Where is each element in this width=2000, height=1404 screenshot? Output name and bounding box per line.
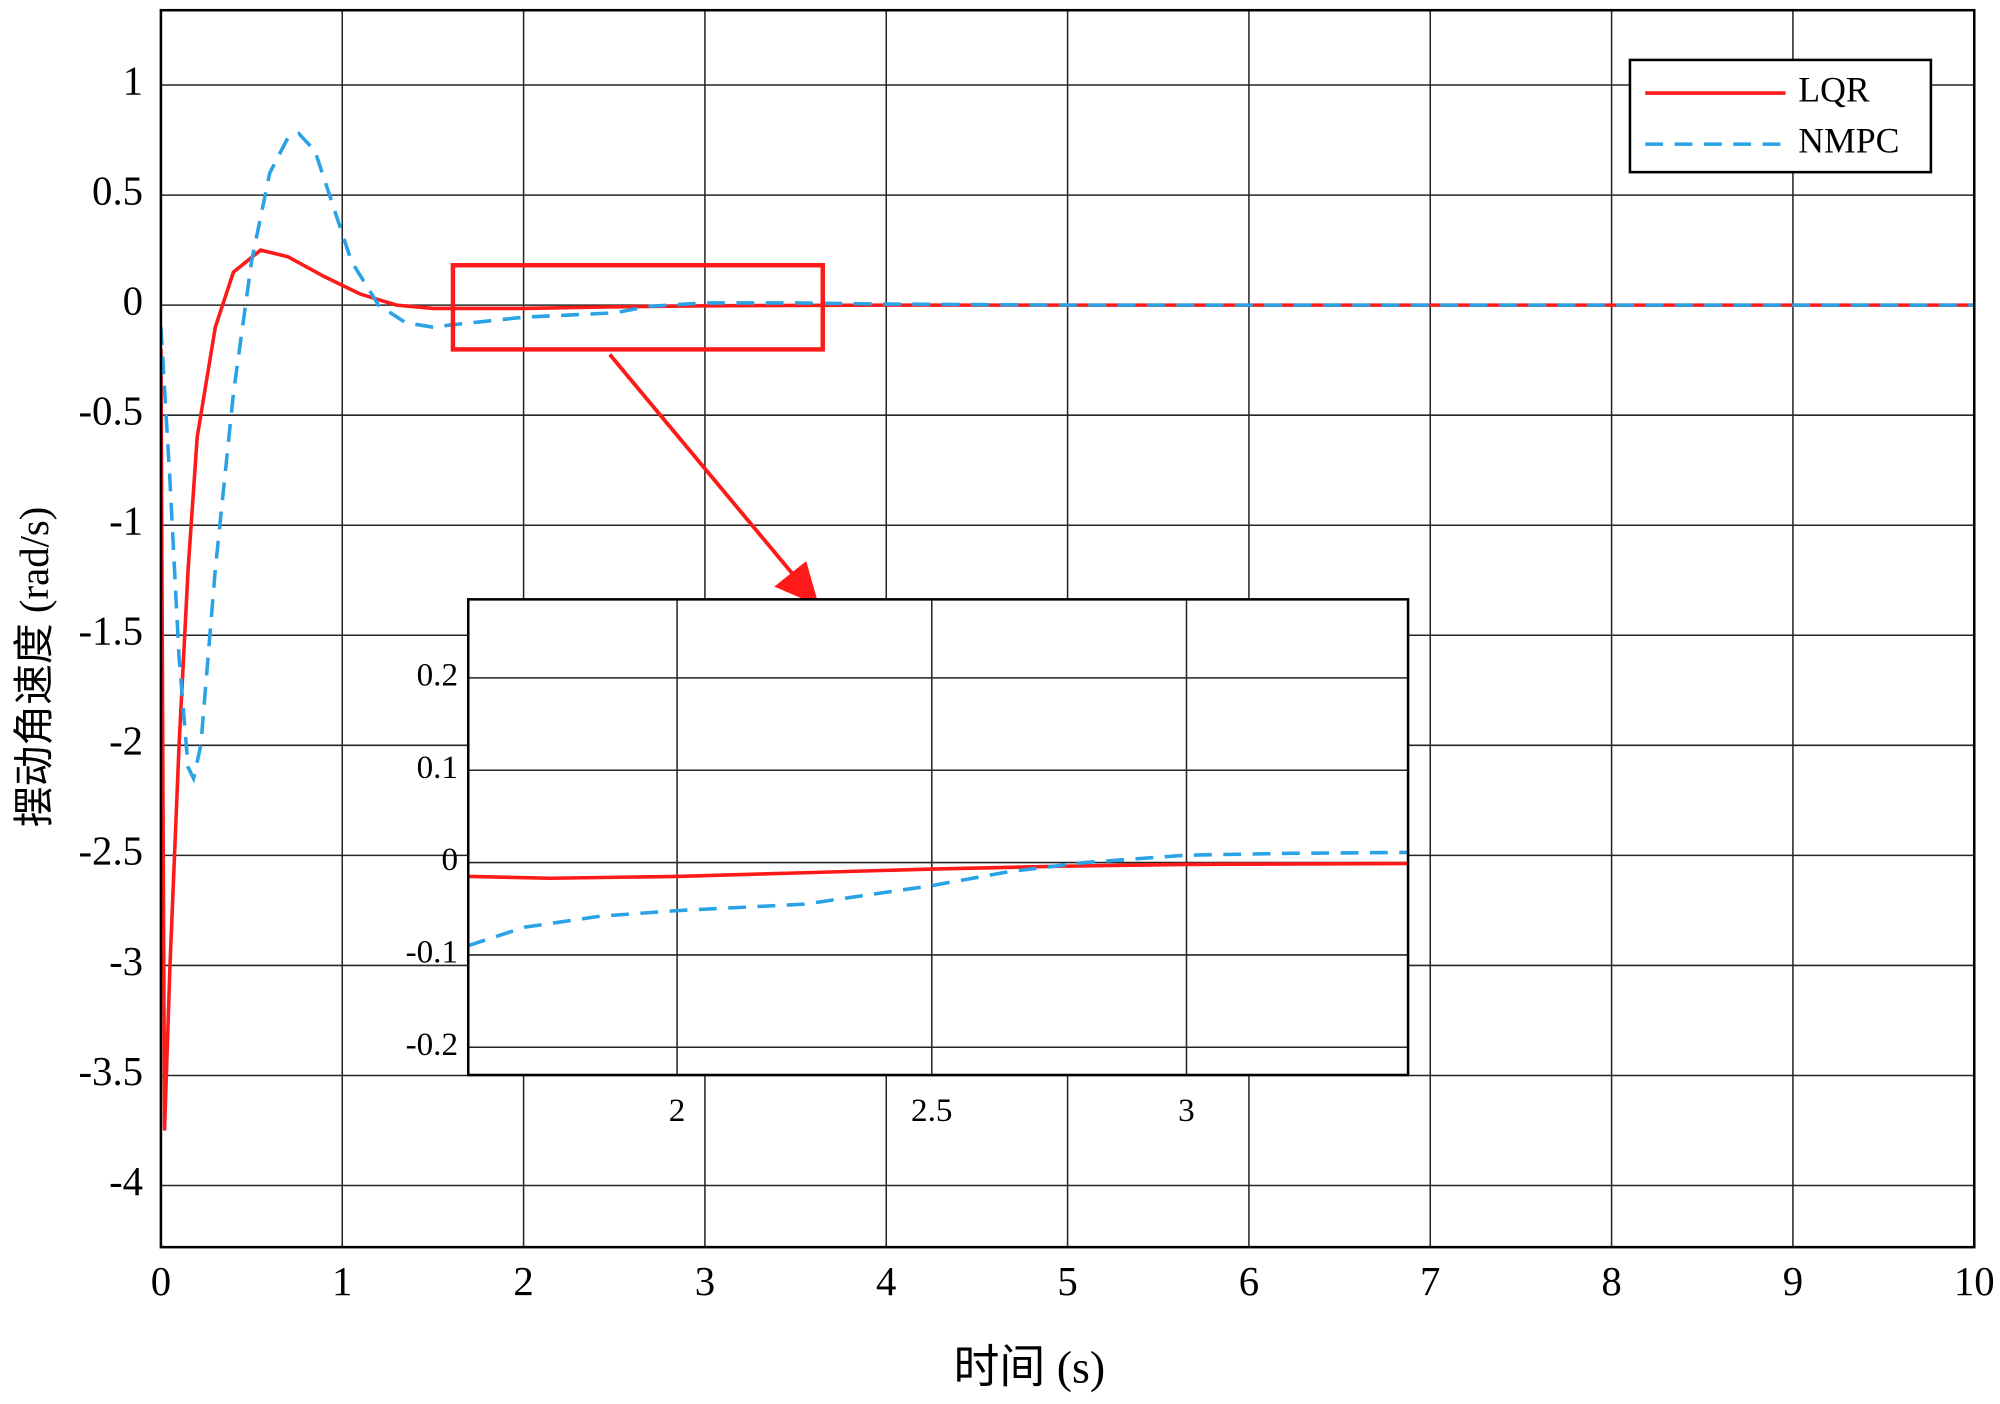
y-tick-label: 1	[123, 58, 143, 103]
y-axis-label: 摆动角速度 (rad/s)	[12, 507, 57, 828]
legend-label: NMPC	[1798, 120, 1899, 160]
x-tick-label: 3	[1178, 1092, 1195, 1129]
x-tick-label: 2.5	[911, 1092, 952, 1129]
data-line	[160, 131, 1975, 784]
y-tick-label: 0	[441, 841, 458, 878]
x-tick-label: 9	[1783, 1259, 1803, 1304]
x-tick-label: 4	[876, 1259, 896, 1304]
y-tick-label: -1	[109, 499, 143, 544]
zoom-arrow-head	[774, 561, 819, 606]
y-tick-label: -3	[109, 939, 143, 984]
y-tick-label: -0.2	[406, 1026, 458, 1063]
x-tick-label: 8	[1601, 1259, 1621, 1304]
data-line	[468, 861, 1409, 881]
x-tick-label: 5	[1057, 1259, 1077, 1304]
y-tick-label: 0.5	[92, 168, 143, 213]
zoom-box	[450, 263, 825, 352]
x-tick-label: 10	[1954, 1259, 1995, 1304]
y-tick-label: -0.5	[78, 389, 143, 434]
x-tick-label: 2	[669, 1092, 686, 1129]
y-tick-label: 0	[123, 278, 143, 323]
x-tick-label: 1	[332, 1259, 352, 1304]
legend-box	[1628, 58, 1933, 174]
plot-area	[468, 599, 1409, 1075]
x-tick-label: 6	[1239, 1259, 1259, 1304]
data-line	[160, 248, 1975, 1131]
y-tick-label: -0.1	[406, 934, 458, 971]
inset-chart: 2 2.5 3 0.2 0.1 0 -0.1 -0.2	[406, 598, 1410, 1129]
y-tick-label: -2.5	[78, 829, 143, 874]
y-tick-label: -1.5	[78, 609, 143, 654]
y-tick-label: 0.2	[417, 656, 458, 693]
y-tick-label: -3.5	[78, 1049, 143, 1094]
y-tick-label: -2	[109, 719, 143, 764]
x-tick-label: 0	[151, 1259, 171, 1304]
plot-frame	[466, 598, 1410, 1077]
legend-label: LQR	[1798, 69, 1870, 109]
x-tick-label: 2	[513, 1259, 533, 1304]
zoom-arrow	[608, 353, 803, 586]
y-tick-label: 0.1	[417, 749, 458, 786]
x-tick-label: 3	[695, 1259, 715, 1304]
y-tick-label: -4	[109, 1159, 143, 1204]
x-tick-label: 7	[1420, 1259, 1440, 1304]
plot-frame	[159, 8, 1976, 1249]
x-axis-label: 时间 (s)	[953, 1342, 1105, 1393]
